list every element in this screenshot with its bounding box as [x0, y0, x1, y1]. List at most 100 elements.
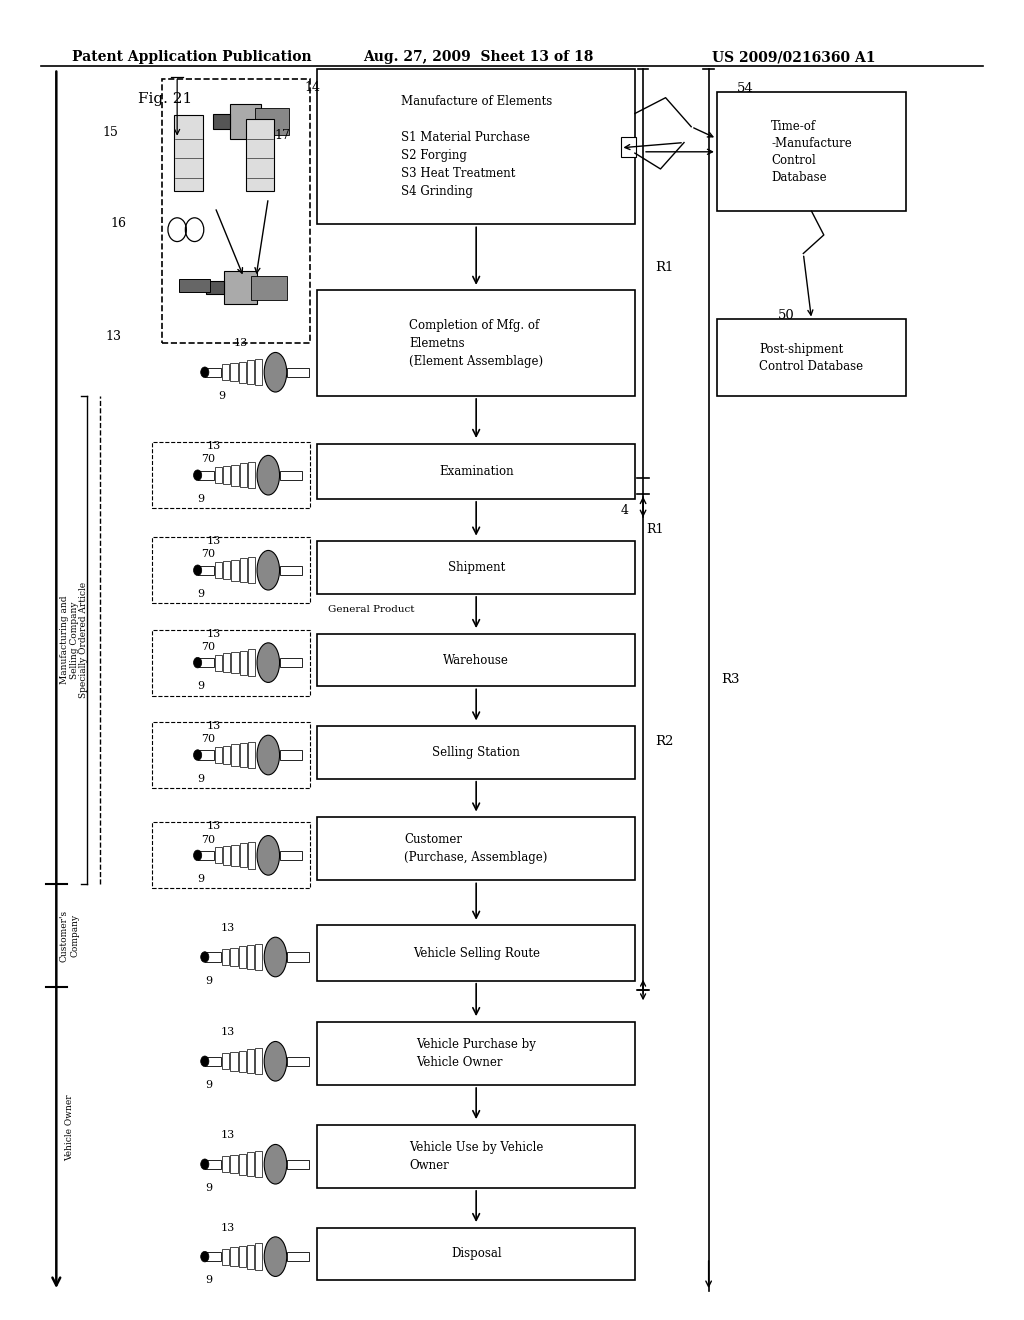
Text: 70: 70	[201, 642, 215, 652]
Bar	[280, 659, 302, 668]
Text: 13: 13	[220, 1222, 234, 1233]
Text: 9: 9	[218, 391, 225, 401]
Bar	[247, 1245, 254, 1269]
Bar	[215, 847, 222, 863]
Bar	[207, 281, 224, 294]
Ellipse shape	[257, 643, 280, 682]
Bar	[215, 562, 222, 578]
Bar	[240, 651, 247, 675]
Text: Aug. 27, 2009  Sheet 13 of 18: Aug. 27, 2009 Sheet 13 of 18	[364, 50, 594, 65]
Bar	[717, 92, 906, 211]
Text: US 2009/0216360 A1: US 2009/0216360 A1	[712, 50, 876, 65]
Text: Post-shipment
Control Database: Post-shipment Control Database	[760, 343, 863, 372]
Bar	[239, 946, 246, 968]
Bar	[174, 115, 203, 191]
Text: Completion of Mfg. of
Elemetns
(Element Assemblage): Completion of Mfg. of Elemetns (Element …	[410, 318, 543, 368]
Bar	[215, 747, 222, 763]
Bar	[222, 949, 229, 965]
Bar	[317, 1228, 635, 1280]
Bar	[248, 557, 255, 583]
Bar	[240, 558, 247, 582]
Bar	[287, 953, 309, 961]
Text: Manufacture of Elements

S1 Material Purchase
S2 Forging
S3 Heat Treatment
S4 Gr: Manufacture of Elements S1 Material Purc…	[400, 95, 552, 198]
Text: 70: 70	[201, 834, 215, 845]
Bar	[280, 565, 302, 576]
Bar	[152, 822, 310, 888]
Bar	[240, 843, 247, 867]
Text: Disposal: Disposal	[451, 1247, 502, 1261]
Text: Specially Ordered Article: Specially Ordered Article	[80, 582, 88, 698]
Bar	[255, 1151, 262, 1177]
Text: 70: 70	[201, 549, 215, 560]
Bar	[255, 1243, 262, 1270]
Bar	[317, 69, 635, 224]
Text: 13: 13	[220, 1130, 234, 1140]
Bar	[239, 1154, 246, 1175]
Ellipse shape	[264, 937, 287, 977]
Text: 54: 54	[737, 82, 754, 95]
Bar	[317, 925, 635, 981]
Bar	[215, 655, 222, 671]
Text: 16: 16	[111, 216, 127, 230]
Text: Shipment: Shipment	[447, 561, 505, 574]
Circle shape	[201, 952, 209, 962]
Text: 13: 13	[207, 721, 221, 731]
Bar	[317, 1022, 635, 1085]
Bar	[248, 462, 255, 488]
Bar	[287, 1056, 309, 1067]
Bar	[213, 114, 230, 128]
Text: 9: 9	[198, 874, 205, 884]
Bar	[222, 1249, 229, 1265]
Bar	[280, 750, 302, 759]
Bar	[247, 945, 254, 969]
Text: Selling Station: Selling Station	[432, 746, 520, 759]
Bar	[231, 560, 239, 581]
Bar	[280, 470, 302, 479]
Ellipse shape	[257, 455, 280, 495]
Ellipse shape	[264, 352, 287, 392]
Bar	[205, 953, 221, 961]
Bar	[205, 1056, 221, 1067]
Text: 9: 9	[205, 1275, 212, 1286]
Bar	[317, 1125, 635, 1188]
Ellipse shape	[257, 735, 280, 775]
Text: 13: 13	[220, 923, 234, 933]
Text: 13: 13	[207, 441, 221, 451]
Text: Customer
(Purchase, Assemblage): Customer (Purchase, Assemblage)	[404, 833, 548, 865]
Ellipse shape	[264, 1144, 287, 1184]
Text: R3: R3	[721, 673, 739, 686]
Bar	[317, 444, 635, 499]
Bar	[317, 726, 635, 779]
Text: 9: 9	[205, 1080, 212, 1090]
Circle shape	[194, 850, 202, 861]
Bar	[247, 1152, 254, 1176]
Text: 70: 70	[201, 734, 215, 744]
Text: 9: 9	[198, 681, 205, 692]
Circle shape	[194, 657, 202, 668]
Bar	[223, 846, 230, 865]
Bar	[162, 79, 310, 343]
Bar	[231, 744, 239, 766]
Bar	[246, 119, 274, 191]
Bar	[239, 362, 246, 383]
Bar	[198, 851, 214, 861]
Bar	[224, 271, 257, 305]
Text: Time-of
-Manufacture
Control
Database: Time-of -Manufacture Control Database	[771, 120, 852, 183]
Bar	[239, 1246, 246, 1267]
Bar	[152, 537, 310, 603]
Bar	[222, 1156, 229, 1172]
Bar	[215, 467, 222, 483]
Text: 9: 9	[198, 589, 205, 599]
Text: 14: 14	[304, 81, 321, 94]
Bar	[231, 652, 239, 673]
Ellipse shape	[257, 550, 280, 590]
Bar	[717, 319, 906, 396]
Circle shape	[194, 565, 202, 576]
Text: R1: R1	[655, 261, 674, 275]
Text: R2: R2	[655, 735, 674, 748]
Bar	[255, 108, 289, 135]
Bar	[287, 1160, 309, 1170]
Bar	[152, 722, 310, 788]
Bar	[198, 565, 214, 576]
Bar	[247, 360, 254, 384]
